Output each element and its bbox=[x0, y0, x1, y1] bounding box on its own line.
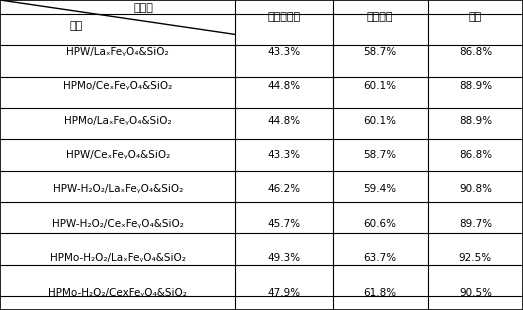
Text: HPMo-H₂O₂/CexFeᵧO₄&SiO₂: HPMo-H₂O₂/CexFeᵧO₄&SiO₂ bbox=[48, 288, 187, 298]
Text: 59.4%: 59.4% bbox=[363, 184, 397, 194]
Text: 43.3%: 43.3% bbox=[267, 150, 301, 160]
Text: 92.5%: 92.5% bbox=[459, 253, 492, 263]
Text: 49.3%: 49.3% bbox=[267, 253, 301, 263]
Text: 88.9%: 88.9% bbox=[459, 116, 492, 126]
Text: 88.9%: 88.9% bbox=[459, 81, 492, 91]
Text: 44.8%: 44.8% bbox=[267, 81, 301, 91]
Text: 61.8%: 61.8% bbox=[363, 288, 397, 298]
Text: 60.1%: 60.1% bbox=[363, 116, 397, 126]
Text: 噌咐: 噌咐 bbox=[469, 12, 482, 22]
Text: 样品: 样品 bbox=[69, 21, 83, 31]
Text: 89.7%: 89.7% bbox=[459, 219, 492, 229]
Text: 90.5%: 90.5% bbox=[459, 288, 492, 298]
Text: 58.7%: 58.7% bbox=[363, 47, 397, 57]
Text: HPW/CeₓFeᵧO₄&SiO₂: HPW/CeₓFeᵧO₄&SiO₂ bbox=[65, 150, 170, 160]
Text: 43.3%: 43.3% bbox=[267, 47, 301, 57]
Text: 47.9%: 47.9% bbox=[267, 288, 301, 298]
Text: HPW-H₂O₂/LaₓFeᵧO₄&SiO₂: HPW-H₂O₂/LaₓFeᵧO₄&SiO₂ bbox=[52, 184, 183, 194]
Text: 脱硫率: 脱硫率 bbox=[134, 3, 154, 13]
Text: HPW/LaₓFeᵧO₄&SiO₂: HPW/LaₓFeᵧO₄&SiO₂ bbox=[66, 47, 169, 57]
Text: HPW-H₂O₂/CeₓFeᵧO₄&SiO₂: HPW-H₂O₂/CeₓFeᵧO₄&SiO₂ bbox=[52, 219, 184, 229]
Text: HPMo-H₂O₂/LaₓFeᵧO₄&SiO₂: HPMo-H₂O₂/LaₓFeᵧO₄&SiO₂ bbox=[50, 253, 186, 263]
Text: 二苯并噌咐: 二苯并噌咐 bbox=[267, 12, 301, 22]
Text: 58.7%: 58.7% bbox=[363, 150, 397, 160]
Text: 86.8%: 86.8% bbox=[459, 150, 492, 160]
Text: 60.1%: 60.1% bbox=[363, 81, 397, 91]
Text: 苯并噌咐: 苯并噌咐 bbox=[367, 12, 393, 22]
Text: 90.8%: 90.8% bbox=[459, 184, 492, 194]
Text: HPMo/CeₓFeᵧO₄&SiO₂: HPMo/CeₓFeᵧO₄&SiO₂ bbox=[63, 81, 172, 91]
Text: 46.2%: 46.2% bbox=[267, 184, 301, 194]
Text: HPMo/LaₓFeᵧO₄&SiO₂: HPMo/LaₓFeᵧO₄&SiO₂ bbox=[64, 116, 172, 126]
Text: 60.6%: 60.6% bbox=[363, 219, 397, 229]
Text: 63.7%: 63.7% bbox=[363, 253, 397, 263]
Text: 44.8%: 44.8% bbox=[267, 116, 301, 126]
Text: 86.8%: 86.8% bbox=[459, 47, 492, 57]
Text: 45.7%: 45.7% bbox=[267, 219, 301, 229]
